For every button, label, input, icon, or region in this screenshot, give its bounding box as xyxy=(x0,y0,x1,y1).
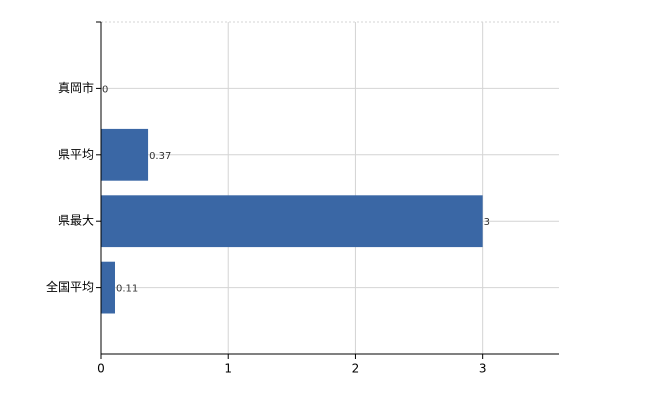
y-tick-label: 県最大 xyxy=(58,214,94,228)
bar xyxy=(101,195,483,248)
bar xyxy=(101,128,149,181)
value-label: 3 xyxy=(484,217,490,228)
value-label: 0 xyxy=(102,84,108,95)
bar xyxy=(101,261,115,314)
x-tick-label: 3 xyxy=(479,362,487,376)
y-tick-label: 全国平均 xyxy=(46,279,94,294)
y-tick-label: 真岡市 xyxy=(58,80,94,95)
y-tick-label: 県平均 xyxy=(58,147,94,161)
x-tick-label: 2 xyxy=(352,362,360,376)
x-tick-label: 1 xyxy=(224,362,232,376)
x-tick-label: 0 xyxy=(97,362,105,376)
value-label: 0.11 xyxy=(116,284,138,295)
value-label: 0.37 xyxy=(149,151,171,162)
